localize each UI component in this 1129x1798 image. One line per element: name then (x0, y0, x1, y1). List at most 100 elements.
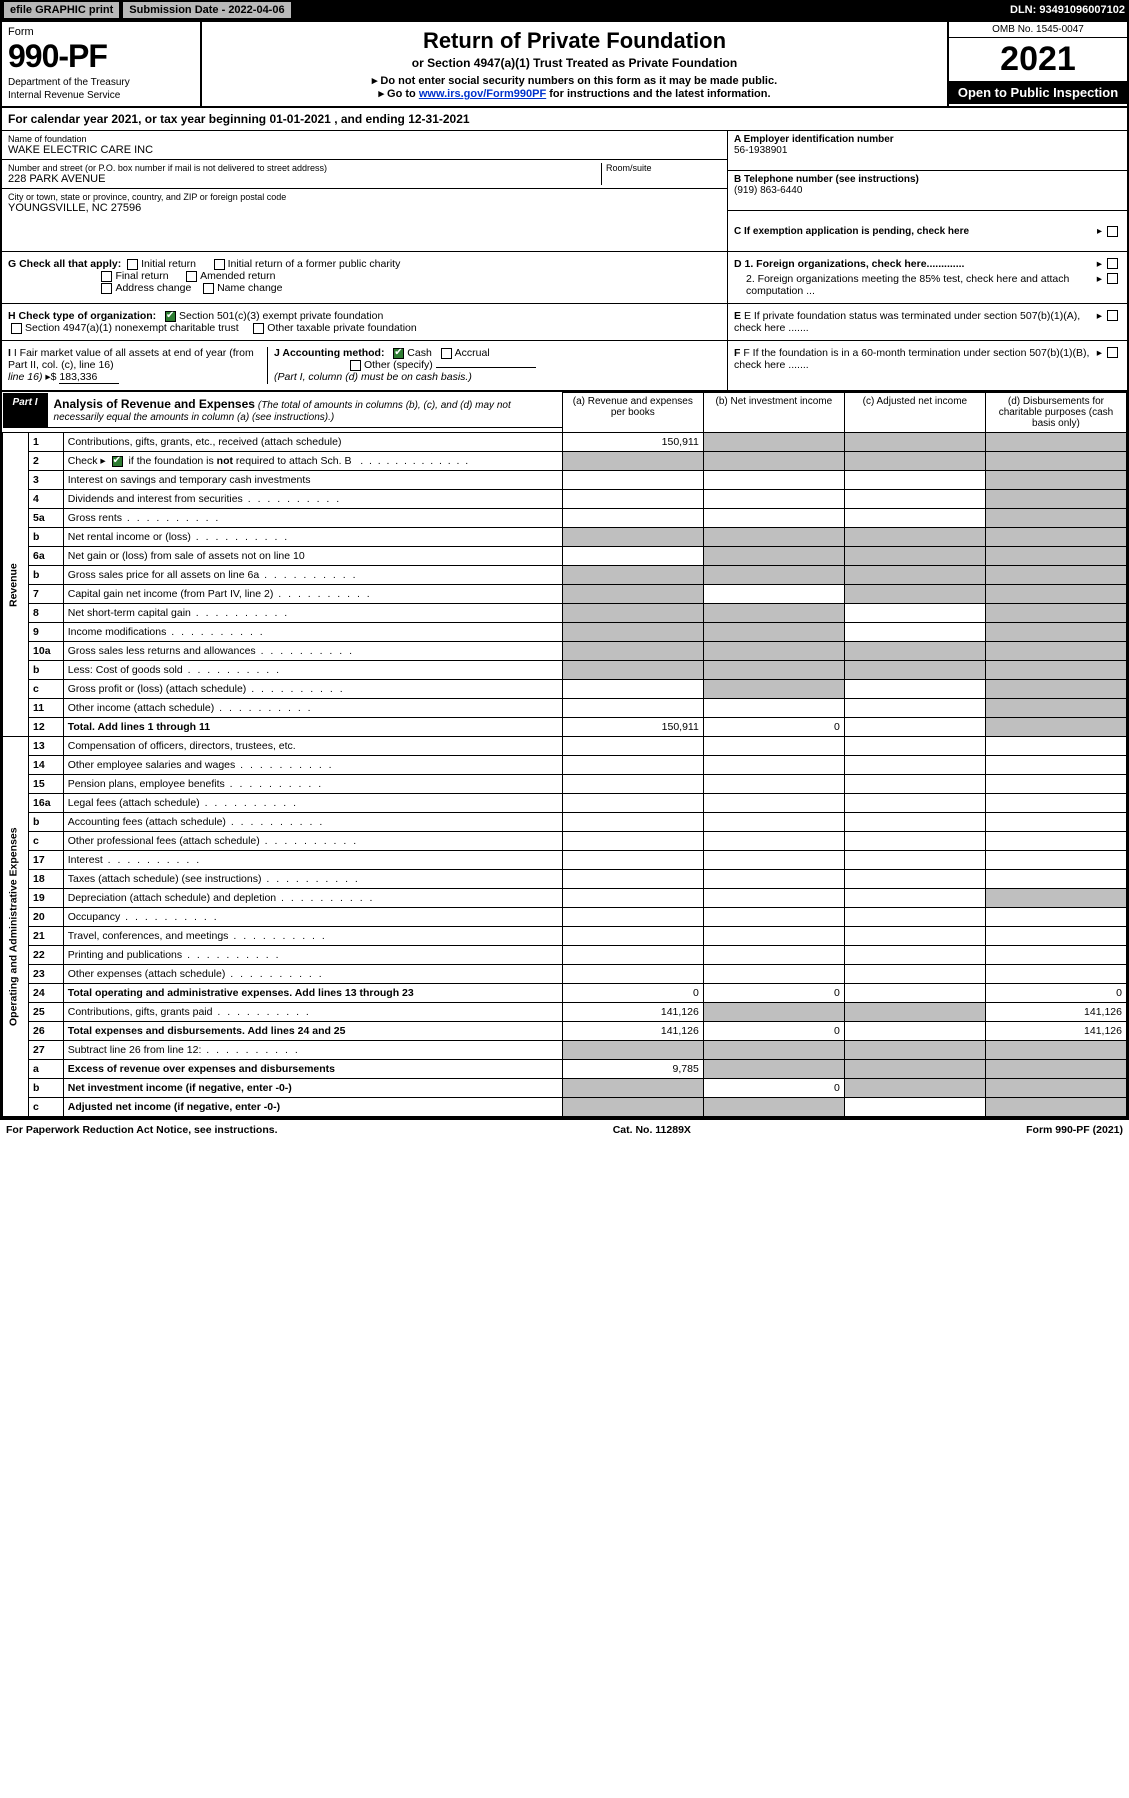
line-number: 9 (29, 623, 64, 642)
amount-cell (844, 965, 985, 984)
table-row: 4Dividends and interest from securities (3, 490, 1127, 509)
j-cash-checkbox[interactable] (393, 348, 404, 359)
g-addr-checkbox[interactable] (101, 283, 112, 294)
form-word: Form (8, 26, 194, 38)
line-description: Net gain or (loss) from sale of assets n… (63, 547, 562, 566)
amount-cell: 9,785 (562, 1060, 703, 1079)
table-row: 2Check ▸ if the foundation is not requir… (3, 452, 1127, 471)
line-description: Dividends and interest from securities (63, 490, 562, 509)
line-description: Total expenses and disbursements. Add li… (63, 1022, 562, 1041)
table-row: cGross profit or (loss) (attach schedule… (3, 680, 1127, 699)
line-description: Gross sales price for all assets on line… (63, 566, 562, 585)
table-row: 19Depreciation (attach schedule) and dep… (3, 889, 1127, 908)
city-label: City or town, state or province, country… (8, 192, 721, 202)
table-row: bGross sales price for all assets on lin… (3, 566, 1127, 585)
c-checkbox[interactable] (1107, 226, 1118, 237)
line-description: Interest (63, 851, 562, 870)
g-initial-former-checkbox[interactable] (214, 259, 225, 270)
line-description: Other expenses (attach schedule) (63, 965, 562, 984)
efile-badge[interactable]: efile GRAPHIC print (4, 2, 119, 18)
amount-cell (703, 1041, 844, 1060)
amount-cell (985, 490, 1126, 509)
table-row: Operating and Administrative Expenses13C… (3, 737, 1127, 756)
h-4947-checkbox[interactable] (11, 323, 22, 334)
table-row: 27Subtract line 26 from line 12: (3, 1041, 1127, 1060)
line-description: Net rental income or (loss) (63, 528, 562, 547)
line-number: c (29, 1098, 64, 1117)
line-number: c (29, 832, 64, 851)
open-inspection: Open to Public Inspection (949, 81, 1127, 104)
amount-cell (844, 718, 985, 737)
g-name-checkbox[interactable] (203, 283, 214, 294)
line-number: 12 (29, 718, 64, 737)
h-501c3-text: Section 501(c)(3) exempt private foundat… (179, 310, 383, 322)
name-label: Name of foundation (8, 134, 721, 144)
amount-cell (844, 490, 985, 509)
g-final-checkbox[interactable] (101, 271, 112, 282)
line-number: 6a (29, 547, 64, 566)
amount-cell (844, 756, 985, 775)
amount-cell (562, 851, 703, 870)
dln: DLN: 93491096007102 (1010, 4, 1125, 16)
amount-cell (985, 870, 1126, 889)
amount-cell (985, 433, 1126, 452)
amount-cell (703, 642, 844, 661)
line-number: 7 (29, 585, 64, 604)
amount-cell (703, 547, 844, 566)
amount-cell (985, 794, 1126, 813)
irs-link[interactable]: www.irs.gov/Form990PF (419, 88, 546, 100)
amount-cell (844, 927, 985, 946)
line-number: b (29, 813, 64, 832)
part1-desc: Analysis of Revenue and Expenses (The to… (48, 393, 562, 427)
amount-cell (703, 794, 844, 813)
identity-row: Name of foundation WAKE ELECTRIC CARE IN… (2, 131, 1127, 252)
amount-cell (985, 889, 1126, 908)
table-row: 26Total expenses and disbursements. Add … (3, 1022, 1127, 1041)
line-number: 27 (29, 1041, 64, 1060)
c-label: C If exemption application is pending, c… (734, 226, 1097, 237)
amount-cell (703, 661, 844, 680)
amount-cell: 0 (703, 984, 844, 1003)
g-initial-checkbox[interactable] (127, 259, 138, 270)
line-number: 11 (29, 699, 64, 718)
line-description: Pension plans, employee benefits (63, 775, 562, 794)
g-amended-checkbox[interactable] (186, 271, 197, 282)
ij-section: I I Fair market value of all assets at e… (2, 341, 727, 390)
e-checkbox[interactable] (1107, 310, 1118, 321)
h-501c3-checkbox[interactable] (165, 311, 176, 322)
amount-cell (985, 908, 1126, 927)
tax-year: 2021 (949, 38, 1127, 81)
top-bar: efile GRAPHIC print Submission Date - 20… (0, 0, 1129, 20)
line-description: Contributions, gifts, grants, etc., rece… (63, 433, 562, 452)
amount-cell (844, 984, 985, 1003)
h-other-checkbox[interactable] (253, 323, 264, 334)
dept-treasury: Department of the Treasury (8, 77, 194, 88)
j-other-line (436, 367, 536, 368)
note-ssn: ▸ Do not enter social security numbers o… (210, 74, 939, 87)
arrow-icon (1097, 258, 1104, 270)
amount-cell: 0 (985, 984, 1126, 1003)
amount-cell (844, 946, 985, 965)
amount-cell (844, 661, 985, 680)
d2-checkbox[interactable] (1107, 273, 1118, 284)
d1-checkbox[interactable] (1107, 258, 1118, 269)
line-number: 23 (29, 965, 64, 984)
j-other-text: Other (specify) (364, 359, 433, 371)
amount-cell (985, 604, 1126, 623)
amount-cell (985, 623, 1126, 642)
city-state-zip: YOUNGSVILLE, NC 27596 (8, 202, 721, 214)
amount-cell (562, 908, 703, 927)
amount-cell (985, 927, 1126, 946)
j-other-checkbox[interactable] (350, 360, 361, 371)
amount-cell (562, 528, 703, 547)
table-row: 3Interest on savings and temporary cash … (3, 471, 1127, 490)
amount-cell (985, 775, 1126, 794)
line-description: Income modifications (63, 623, 562, 642)
checks-row-1: G Check all that apply: Initial return I… (2, 252, 1127, 304)
f-checkbox[interactable] (1107, 347, 1118, 358)
g-label: G Check all that apply: (8, 258, 121, 270)
amount-cell (985, 547, 1126, 566)
j-accrual-checkbox[interactable] (441, 348, 452, 359)
line-description: Excess of revenue over expenses and disb… (63, 1060, 562, 1079)
expenses-side-label: Operating and Administrative Expenses (3, 737, 29, 1117)
